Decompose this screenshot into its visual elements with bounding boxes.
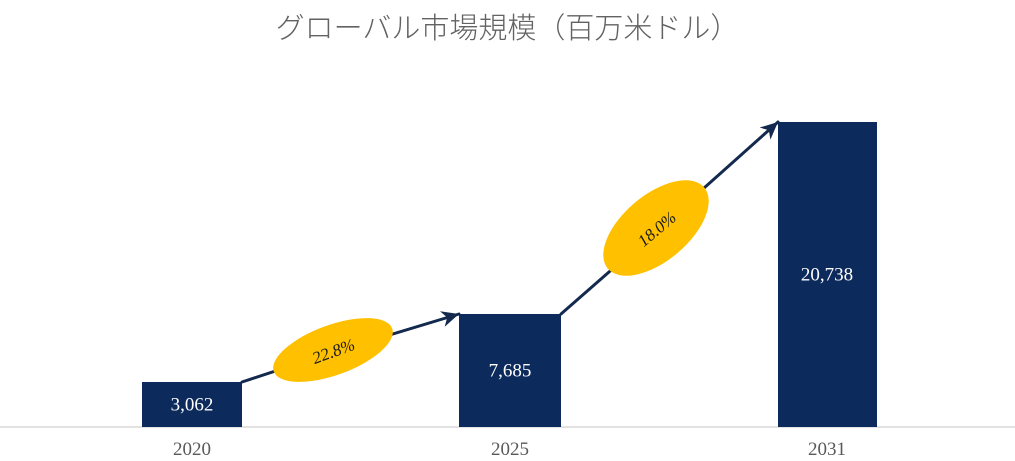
svg-text:2031: 2031: [808, 439, 846, 460]
svg-text:7,685: 7,685: [489, 361, 532, 382]
svg-text:2020: 2020: [173, 439, 211, 460]
svg-text:2025: 2025: [491, 439, 529, 460]
svg-text:20,738: 20,738: [801, 265, 853, 286]
svg-text:3,062: 3,062: [171, 395, 214, 416]
